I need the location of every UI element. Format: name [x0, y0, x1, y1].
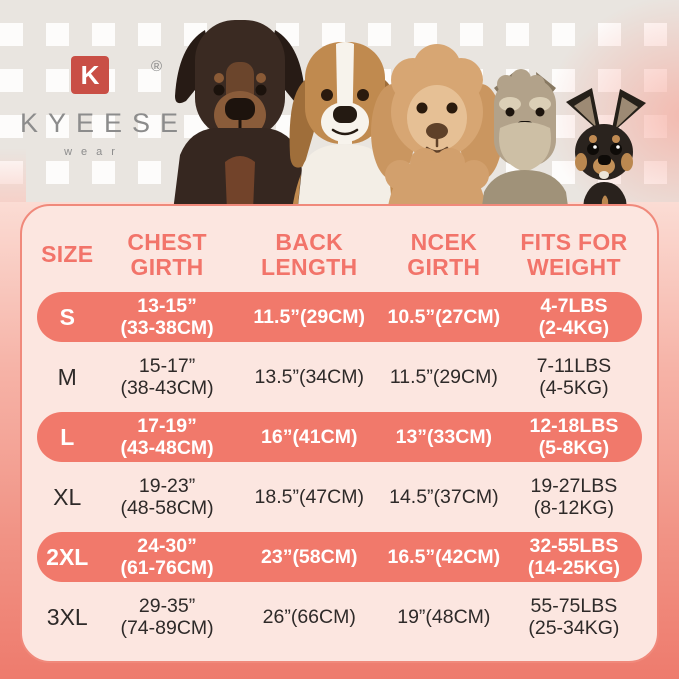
cell-back-length: 11.5”(29CM)	[253, 305, 366, 328]
cell-size: S	[59, 303, 75, 330]
cell-chest-girth: 15-17” (38-43CM)	[120, 354, 214, 399]
cell-size: XL	[53, 483, 82, 510]
size-row-l: L 17-19” (43-48CM) 16”(41CM) 13”(33CM) 12…	[37, 412, 642, 462]
cell-back-length: 23”(58CM)	[261, 545, 358, 568]
size-row-s: S 13-15” (33-38CM) 11.5”(29CM) 10.5”(27CM…	[37, 292, 642, 342]
size-chart-card: SIZE CHEST GIRTH BACK LENGTH NCEK GIRTH FIT…	[20, 204, 659, 663]
size-row-xl: XL 19-23” (48-58CM) 18.5”(47CM) 14.5”(37C…	[37, 472, 642, 522]
cell-chest-girth: 19-23” (48-58CM)	[120, 474, 214, 519]
cell-size: M	[57, 363, 77, 390]
cell-weight: 7-11LBS (4-5KG)	[536, 354, 612, 399]
registered-trademark: ®	[150, 58, 162, 75]
brand-logo-mark: K ®	[10, 56, 170, 96]
brand-subtitle: wear	[64, 146, 124, 158]
cell-weight: 32-55LBS (14-25KG)	[527, 534, 620, 579]
dog-poodle-photo	[371, 44, 503, 235]
size-row-3xl: 3XL 29-35” (74-89CM) 26”(66CM) 19”(48CM) …	[37, 592, 642, 642]
logo-k-badge-icon: K	[71, 56, 109, 94]
cell-back-length: 18.5”(47CM)	[254, 485, 364, 508]
cell-neck-girth: 14.5”(37CM)	[389, 485, 499, 508]
size-chart-header-row: SIZE CHEST GIRTH BACK LENGTH NCEK GIRTH FIT…	[37, 206, 642, 292]
column-header-back-length: BACK LENGTH	[261, 228, 358, 280]
cell-weight: 12-18LBS (5-8KG)	[529, 414, 619, 459]
dog-doberman-photo	[170, 20, 310, 235]
pink-left-wash	[0, 148, 26, 210]
cell-neck-girth: 10.5”(27CM)	[387, 305, 501, 328]
size-row-m: M 15-17” (38-43CM) 13.5”(34CM) 11.5”(29CM…	[37, 352, 642, 402]
cell-neck-girth: 11.5”(29CM)	[389, 365, 498, 388]
cell-chest-girth: 17-19” (43-48CM)	[120, 414, 214, 459]
column-header-fits-for-weight: FITS FOR WEIGHT	[520, 228, 628, 280]
brand-logo: K ® KYEESE wear	[10, 56, 189, 158]
cell-neck-girth: 13”(33CM)	[395, 425, 493, 448]
cell-chest-girth: 13-15” (33-38CM)	[120, 294, 214, 339]
cell-size: 3XL	[46, 603, 88, 630]
brand-name: KYEESE	[20, 108, 189, 138]
cell-size: L	[60, 423, 75, 450]
cell-back-length: 26”(66CM)	[262, 605, 356, 628]
cell-back-length: 13.5”(34CM)	[254, 365, 364, 388]
cell-size: 2XL	[46, 543, 89, 570]
column-header-size: SIZE	[41, 241, 94, 268]
cell-neck-girth: 16.5”(42CM)	[387, 545, 501, 568]
cell-chest-girth: 29-35” (74-89CM)	[120, 594, 214, 639]
cell-back-length: 16”(41CM)	[261, 425, 358, 448]
cell-neck-girth: 19”(48CM)	[397, 605, 491, 628]
size-row-2xl: 2XL 24-30” (61-76CM) 23”(58CM) 16.5”(42CM…	[37, 532, 642, 582]
cell-weight: 4-7LBS (2-4KG)	[538, 294, 610, 339]
cell-weight: 19-27LBS (8-12KG)	[530, 474, 618, 519]
cell-chest-girth: 24-30” (61-76CM)	[120, 534, 214, 579]
column-header-neck-girth: NCEK GIRTH	[407, 228, 481, 280]
logo-letter: K	[80, 60, 100, 90]
column-header-chest-girth: CHEST GIRTH	[127, 228, 207, 280]
cell-weight: 55-75LBS (25-34KG)	[528, 594, 620, 639]
